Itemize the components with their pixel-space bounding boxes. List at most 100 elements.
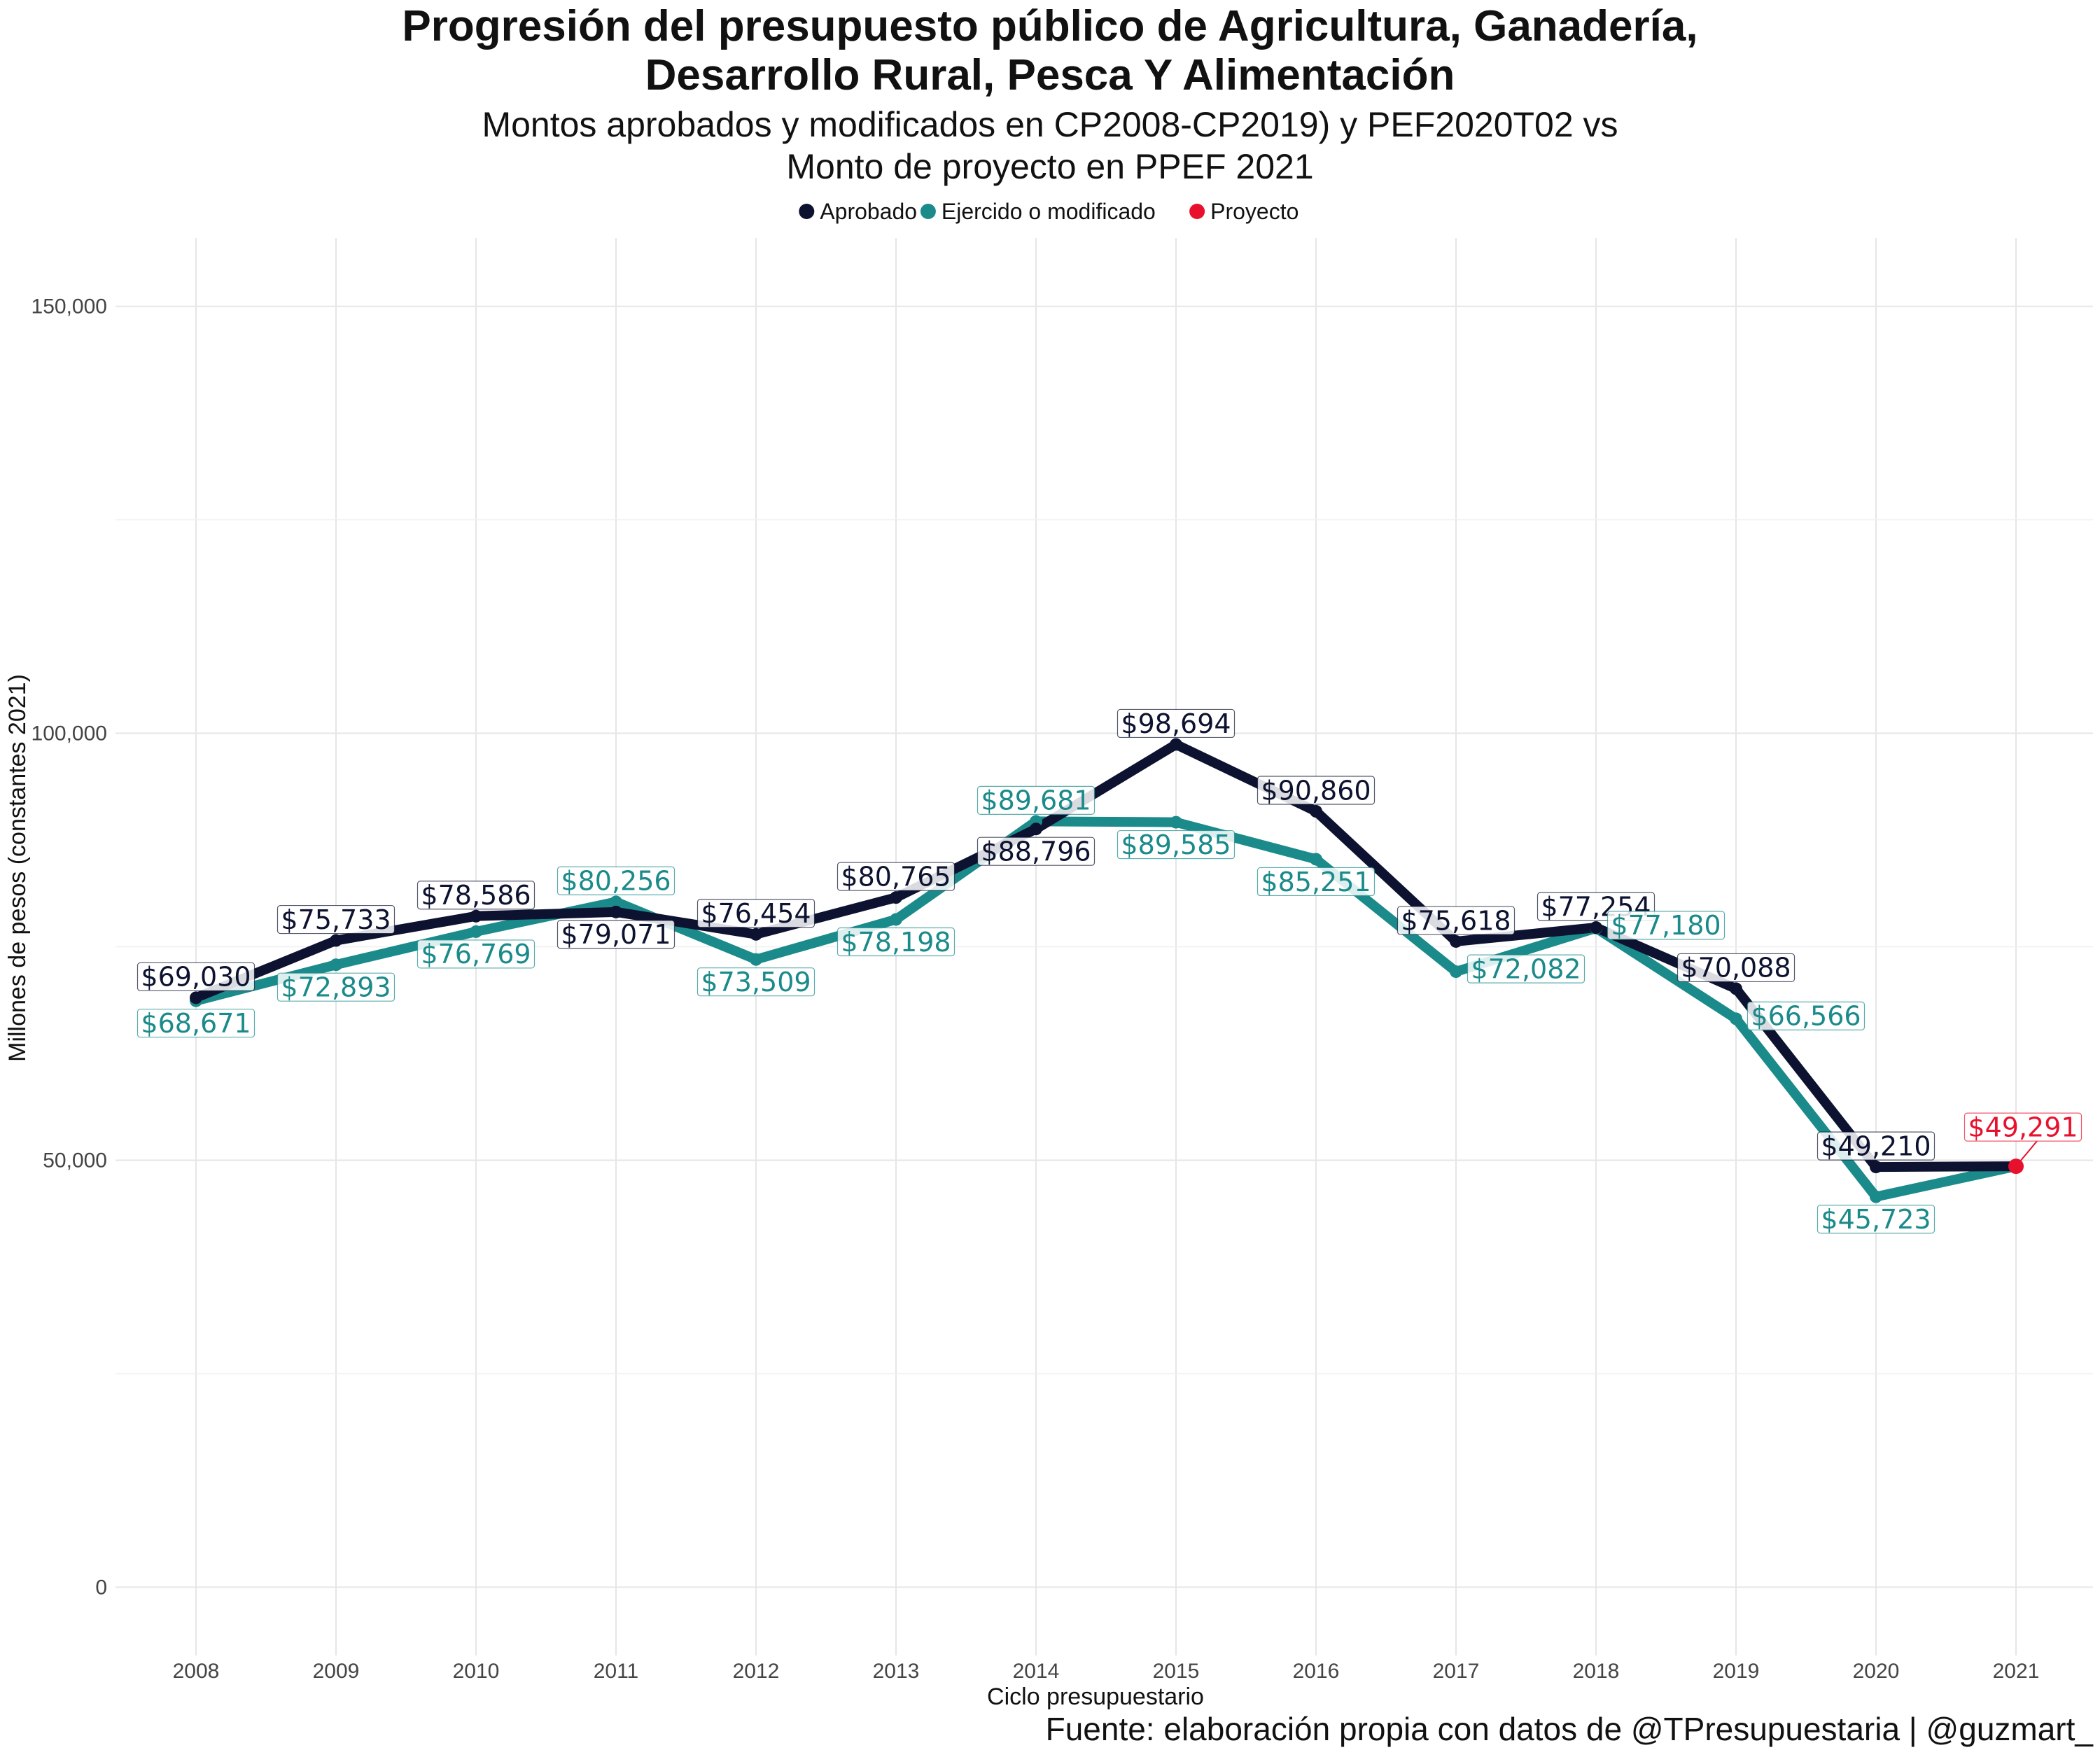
data-label-box: [556, 920, 676, 949]
data-label-text: $69,030: [141, 962, 251, 993]
data-point: [330, 934, 342, 947]
legend-marker: [1189, 204, 1205, 219]
data-label-text: $79,071: [561, 919, 671, 950]
data-label: $69,030: [136, 962, 255, 993]
data-label-box: [1816, 1131, 1935, 1161]
x-tick-label: 2018: [1573, 1660, 1620, 1683]
title-line-1: Progresión del presupuesto público de Ag…: [402, 2, 1698, 50]
data-label-box: [1963, 1112, 2082, 1142]
data-point: [1590, 921, 1602, 934]
data-point: [1310, 853, 1322, 866]
data-label: $78,198: [836, 927, 955, 958]
y-axis-title: Millones de pesos (constantes 2021): [4, 674, 31, 1062]
data-label-box: [1256, 867, 1376, 897]
data-label-text: $89,681: [981, 785, 1091, 816]
data-label-text: $70,088: [1681, 953, 1791, 983]
y-tick-label: 100,000: [31, 722, 107, 746]
legend-marker: [920, 204, 936, 219]
data-label-text: $73,509: [701, 967, 811, 997]
data-label-box: [276, 972, 396, 1002]
data-label: $76,769: [416, 939, 536, 969]
x-tick-label: 2019: [1713, 1660, 1760, 1683]
data-label-box: [1116, 708, 1236, 738]
data-label: $80,256: [556, 866, 676, 897]
x-tick-label: 2015: [1153, 1660, 1200, 1683]
data-point: [330, 958, 342, 972]
data-point: [470, 909, 482, 923]
x-tick-label: 2017: [1433, 1660, 1480, 1683]
data-label-text: $75,618: [1401, 905, 1511, 936]
x-axis-ticks: 2008 2009 2010 2011 2012 2013 2014 2015 2016 2017…: [173, 1660, 2040, 1683]
data-label-text: $68,671: [141, 1008, 251, 1039]
data-label: $90,860: [1256, 775, 1376, 806]
data-label-box: [1256, 776, 1376, 805]
data-point: [1310, 805, 1322, 818]
label-leader: [2015, 1140, 2038, 1167]
data-label-box: [836, 927, 955, 957]
data-label-box: [276, 904, 396, 934]
data-label-box: [1396, 906, 1516, 935]
data-label-text: $77,180: [1611, 910, 1721, 941]
data-label: $76,454: [696, 898, 816, 929]
data-label-text: $76,769: [421, 939, 531, 969]
data-label-box: [1606, 911, 1726, 940]
x-tick-label: 2021: [1993, 1660, 2040, 1683]
data-label-text: $72,893: [281, 972, 391, 1003]
data-point: [890, 891, 902, 904]
legend-label: Aprobado: [820, 199, 917, 224]
data-point: [190, 991, 202, 1004]
data-label-box: [556, 866, 676, 895]
data-label-text: $49,291: [1968, 1112, 2078, 1142]
data-label: $68,671: [136, 1008, 255, 1039]
chart-title: Progresión del presupuesto público de Ag…: [402, 2, 1698, 186]
data-label-text: $76,454: [701, 898, 811, 929]
x-tick-label: 2012: [733, 1660, 780, 1683]
data-label: $88,796: [976, 836, 1096, 867]
legend-label: Ejercido o modificado: [941, 199, 1156, 224]
data-labels: $69,030 $75,733 $78,586 $79,071 $76,454 $80,7…: [136, 708, 2082, 1235]
data-label-text: $45,723: [1821, 1204, 1931, 1235]
data-point: [1730, 982, 1742, 995]
data-label: $73,509: [696, 967, 816, 997]
data-label: $49,210: [1816, 1130, 1935, 1161]
data-point: [1450, 965, 1462, 979]
source-caption: Fuente: elaboración propia con datos de …: [1046, 1711, 2094, 1747]
series-line: [191, 816, 2021, 1202]
data-point: [750, 953, 762, 966]
data-label-box: [696, 967, 816, 997]
data-label: $85,251: [1256, 867, 1376, 897]
data-label-box: [1816, 1205, 1935, 1234]
data-point: [1170, 738, 1182, 751]
data-label-text: $85,251: [1261, 867, 1371, 897]
x-tick-label: 2020: [1853, 1660, 1900, 1683]
data-label: $72,893: [276, 972, 396, 1003]
data-point: [1870, 1190, 1882, 1203]
data-label-text: $88,796: [981, 836, 1091, 867]
data-label-box: [976, 836, 1096, 866]
data-label-box: [1746, 1001, 1865, 1030]
data-label-box: [416, 939, 536, 969]
data-label-text: $80,765: [841, 861, 951, 892]
data-label-text: $72,082: [1471, 953, 1581, 984]
data-point: [1030, 822, 1042, 836]
x-axis-title: Ciclo presupuestario: [987, 1684, 1204, 1710]
data-label-text: $78,198: [841, 927, 951, 958]
data-label-box: [1116, 830, 1236, 860]
data-label-text: $78,586: [421, 880, 531, 911]
data-label: $77,180: [1606, 910, 1726, 941]
legend: Aprobado Ejercido o modificado Proyecto: [799, 199, 1298, 224]
data-label: $75,618: [1396, 905, 1516, 936]
data-label-box: [416, 881, 536, 910]
data-label: $89,585: [1116, 830, 1236, 860]
data-label-text: $75,733: [281, 904, 391, 935]
y-tick-label: 50,000: [43, 1149, 107, 1172]
data-point: [470, 925, 482, 938]
data-label-text: $89,585: [1121, 830, 1231, 860]
data-point: [890, 913, 902, 926]
data-label: $75,733: [276, 904, 396, 935]
data-label-box: [836, 862, 955, 891]
data-label: $89,681: [976, 785, 1096, 816]
grid: [115, 238, 2093, 1656]
data-point: [750, 927, 762, 941]
data-label: $45,723: [1816, 1204, 1935, 1235]
